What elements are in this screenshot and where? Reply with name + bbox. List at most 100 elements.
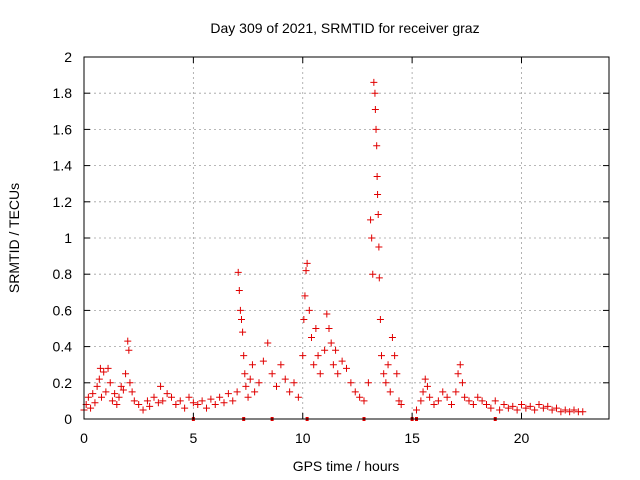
data-point (373, 172, 381, 180)
data-point (456, 361, 464, 369)
data-point (303, 259, 311, 267)
grid (84, 57, 609, 419)
data-point (143, 397, 151, 405)
data-point (117, 382, 125, 390)
x-tick-label: 20 (514, 430, 530, 446)
data-point (421, 375, 429, 383)
data-point (163, 390, 171, 398)
data-point (491, 397, 499, 405)
data-point (458, 379, 466, 387)
data-point (329, 361, 337, 369)
data-point (300, 315, 308, 323)
data-point (368, 234, 376, 242)
data-point (302, 267, 310, 275)
data-point (281, 375, 289, 383)
data-point (312, 325, 320, 332)
data-point (87, 404, 95, 412)
data-point (139, 406, 147, 414)
data-point (397, 401, 405, 409)
data-point (570, 406, 578, 414)
data-point (224, 390, 232, 398)
data-point (95, 375, 103, 383)
data-point (211, 401, 219, 409)
data-point (150, 393, 158, 401)
data-point (294, 393, 302, 401)
data-point (321, 346, 329, 354)
y-tick-label: 0.6 (53, 302, 73, 318)
data-point (526, 402, 534, 410)
data-point (96, 364, 104, 372)
data-point (264, 339, 272, 347)
data-point (241, 370, 249, 378)
data-point (128, 388, 136, 396)
data-point (367, 216, 375, 224)
x-tick-label: 15 (404, 430, 420, 446)
data-point (325, 325, 333, 332)
data-point (483, 401, 490, 409)
data-point (500, 401, 508, 409)
data-point (203, 404, 210, 412)
data-point (130, 397, 138, 405)
data-point (413, 406, 420, 414)
data-point (548, 406, 556, 414)
y-tick-label: 0.8 (53, 266, 73, 282)
data-point (198, 397, 206, 405)
y-tick-label: 1 (64, 230, 72, 246)
data-point (234, 268, 242, 276)
data-point (106, 379, 114, 387)
data-point (113, 401, 121, 409)
data-point (452, 388, 460, 396)
y-tick-label: 0.2 (53, 375, 73, 391)
data-point (419, 388, 427, 396)
data-point (314, 352, 322, 360)
data-point (338, 357, 346, 365)
data-point (544, 402, 552, 410)
data-point (371, 89, 379, 97)
data-point (125, 346, 133, 354)
data-point (216, 393, 224, 401)
data-point (465, 397, 473, 405)
data-point (439, 388, 447, 396)
data-point (374, 191, 382, 199)
data-point (157, 382, 165, 390)
data-point (496, 406, 504, 414)
data-point (395, 397, 403, 405)
data-point (233, 388, 241, 396)
data-point (146, 402, 154, 410)
data-point (384, 361, 392, 369)
data-point (251, 388, 259, 396)
data-point (185, 393, 193, 401)
data-point (244, 393, 252, 401)
data-point (380, 370, 388, 378)
data-point (115, 393, 123, 401)
data-point (91, 399, 99, 407)
data-point (189, 399, 197, 407)
data-point (122, 370, 130, 378)
data-point (238, 315, 245, 323)
data-point (522, 404, 530, 412)
data-point (375, 274, 383, 282)
y-tick-label: 1.6 (53, 121, 73, 137)
data-point (286, 388, 294, 396)
data-point (478, 397, 486, 405)
data-point (246, 375, 254, 383)
data-point (239, 328, 247, 336)
data-point (391, 352, 399, 360)
data-point (220, 399, 228, 407)
data-point (98, 393, 105, 401)
y-tick-label: 2 (64, 49, 72, 65)
data-point (557, 408, 565, 416)
data-point (332, 346, 340, 354)
data-point (111, 390, 119, 398)
data-point (454, 370, 462, 378)
data-point (248, 361, 256, 369)
data-point (310, 361, 318, 369)
data-point (434, 397, 442, 405)
data-point (207, 395, 215, 403)
data-point (273, 382, 280, 390)
data-point (356, 393, 364, 401)
data-point (426, 393, 434, 401)
y-tick-label: 0.4 (53, 339, 73, 355)
data-point (561, 406, 569, 414)
data-point (369, 270, 377, 278)
